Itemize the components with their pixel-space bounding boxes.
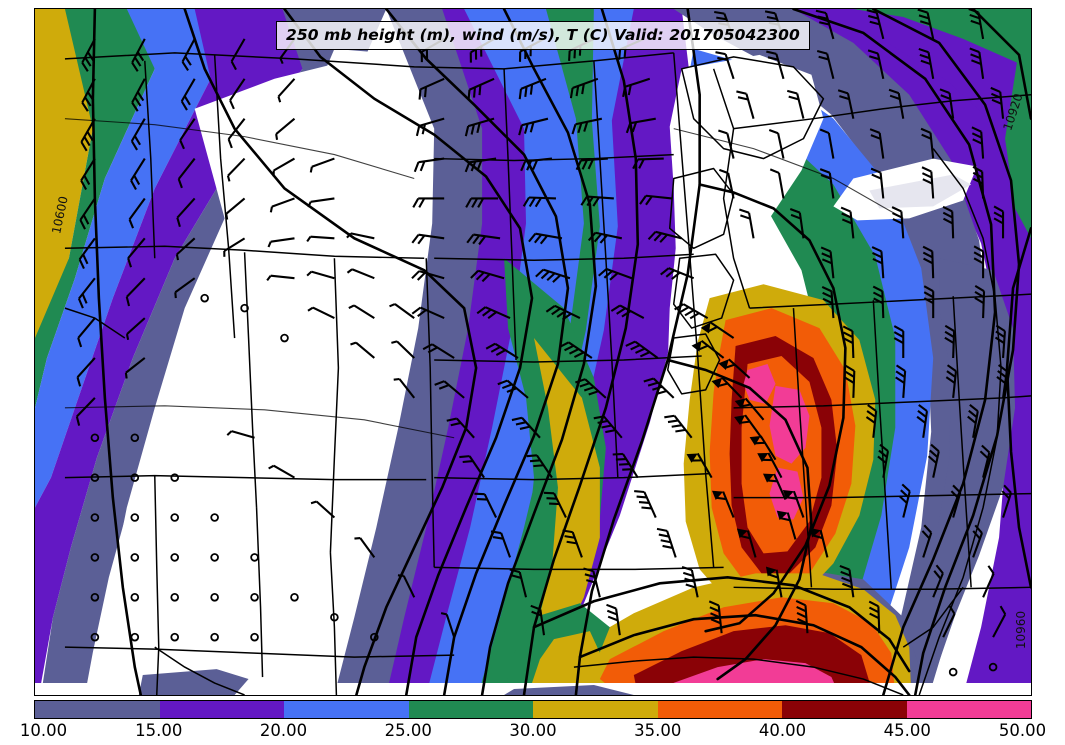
colorbar-segment-20-25 <box>284 701 409 718</box>
wind-speed-map <box>35 9 1031 695</box>
colorbar-segment-30-35 <box>533 701 658 718</box>
height-contour-label-right: 10960 <box>1014 610 1028 650</box>
colorbar-segment-10-15 <box>35 701 160 718</box>
colorbar-tick-35: 35.00 <box>634 721 682 740</box>
geographic-boundaries <box>64 52 1031 695</box>
colorbar-tick-50: 50.00 <box>998 721 1047 740</box>
wind-speed-fill <box>35 9 1031 695</box>
plot-title: 250 mb height (m), wind (m/s), T (C) Val… <box>276 21 810 50</box>
colorbar-tick-40: 40.00 <box>758 721 807 740</box>
colorbar-segment-40-45 <box>782 701 907 718</box>
colorbar-panel: 10.00 15.00 20.00 25.00 30.00 35.00 40.00 45.00… <box>20 700 1046 745</box>
colorbar-tick-20: 20.00 <box>259 721 308 740</box>
height-contours <box>91 9 1031 695</box>
colorbar-segment-35-40 <box>657 701 782 718</box>
colorbar-tick-30: 30.00 <box>509 721 557 740</box>
map-panel[interactable] <box>34 8 1032 696</box>
colorbar-tick-labels: 10.00 15.00 20.00 25.00 30.00 35.00 40.00 45.00… <box>20 719 1046 743</box>
colorbar-segment-15-20 <box>159 701 284 718</box>
colorbar-segment-45-50 <box>906 701 1031 718</box>
colorbar-tick-25: 25.00 <box>384 721 432 740</box>
temperature-contours <box>64 118 904 439</box>
colorbar-tick-45: 45.00 <box>883 721 931 740</box>
colorbar-tick-10: 10.00 <box>19 721 68 740</box>
wind-speed-colorbar[interactable] <box>34 700 1032 719</box>
colorbar-segment-25-30 <box>408 701 533 718</box>
colorbar-tick-15: 15.00 <box>135 721 183 740</box>
